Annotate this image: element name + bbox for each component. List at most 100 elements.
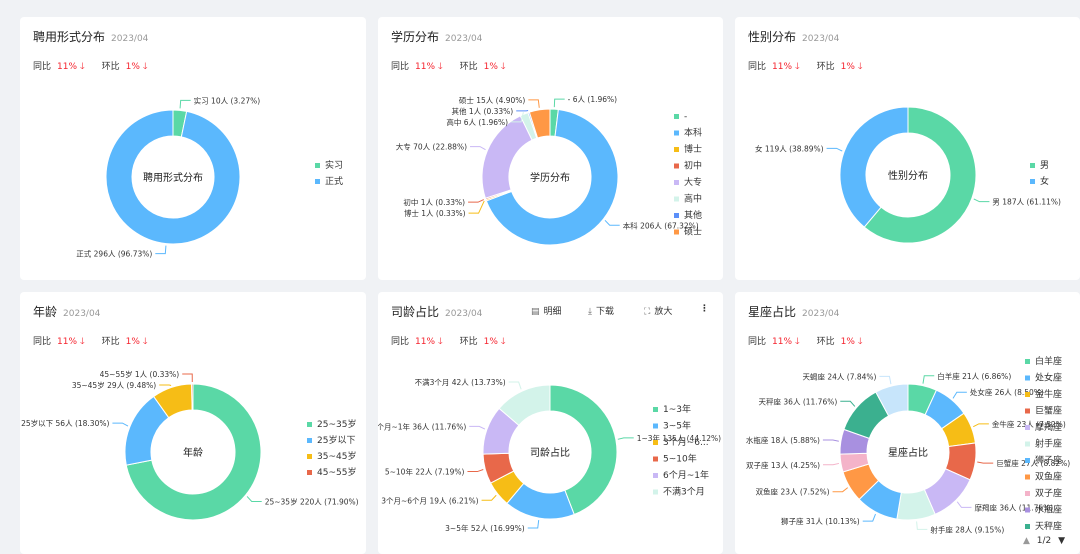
slice-label: 不满3个月 42人 (13.73%) [415,377,506,387]
legend-item[interactable]: 25岁以下 [317,434,355,446]
legend-item[interactable]: 摩羯座 [1035,421,1062,433]
label-leader-line [916,521,928,530]
donut-slice[interactable] [191,383,194,411]
legend-item[interactable]: 25~35岁 [317,418,356,430]
legend-item[interactable]: 1~3年 [663,403,691,415]
card-title: 学历分布 2023/04 [391,30,483,44]
slice-label: 3~5年 52人 (16.99%) [445,523,525,533]
legend-item[interactable]: 白羊座 [1035,355,1062,367]
legend-item[interactable]: 5~10年 [663,453,697,465]
label-leader-line [182,373,193,383]
legend-swatch [674,130,679,136]
legend-item[interactable]: 处女座 [1035,372,1062,384]
legend-item[interactable]: 初中 [684,160,702,172]
legend-item[interactable]: 狮子座 [1035,454,1062,466]
slice-label: 水瓶座 18人 (5.88%) [746,435,820,445]
label-leader-line [952,391,967,399]
donut-slice[interactable] [125,383,262,521]
slice-label: 天秤座 36人 (11.76%) [759,396,838,406]
donut-slice[interactable] [105,109,241,245]
donut-slice[interactable] [528,108,551,139]
legend-swatch [1030,163,1035,168]
legend-swatch [674,114,679,119]
legend-item[interactable]: 女 [1040,175,1049,187]
slice-label: 初中 1人 (0.33%) [403,197,465,207]
legend-item[interactable]: 大专 [684,176,702,188]
label-leader-line [155,245,167,255]
label-leader-line [469,425,486,430]
prev-page-icon[interactable]: ▲ [1023,536,1030,546]
down-arrow-icon: 🡓 [857,337,863,347]
legend-item[interactable]: 正式 [325,175,343,187]
donut-slice[interactable] [875,383,909,417]
legend-item[interactable]: 35~45岁 [317,450,356,462]
legend-item[interactable]: 水瓶座 [1035,504,1062,516]
label-leader-line [511,112,524,123]
card-title: 司龄占比 2023/04 [391,305,483,319]
legend-item[interactable]: 实习 [325,159,343,171]
legend-item[interactable]: 男 [1040,160,1049,171]
slice-label: 其他 1人 (0.33%) [451,106,513,116]
legend-swatch [1025,458,1030,463]
slice-label: 实习 10人 (3.27%) [194,95,261,105]
donut-slice[interactable] [498,384,551,427]
legend-item[interactable]: 6个月~1年 [663,469,709,481]
legend-swatch [315,163,320,168]
next-page-icon[interactable]: ▼ [1058,536,1066,546]
legend-swatch [653,473,658,478]
legend-item[interactable]: 博士 [684,143,702,155]
label-leader-line [468,200,485,214]
donut-slice[interactable] [549,384,618,516]
legend-item[interactable]: 不满3个月 [663,487,705,498]
label-leader-line [467,469,484,473]
legend-swatch [653,407,658,412]
slice-label: 45~55岁 1人 (0.33%) [100,369,180,379]
slice-label: 处女座 26人 (8.50%) [970,387,1044,397]
legend-swatch [1025,507,1030,513]
donut-center-label: 年龄 [183,446,203,459]
label-leader-line [973,423,989,428]
legend-item[interactable]: 硕士 [684,226,702,238]
zoom-button[interactable]: ⛶ 放大 [644,307,673,317]
donut-slice[interactable] [839,106,909,228]
slice-label: 25~35岁 220人 (71.90%) [265,497,359,507]
legend-item[interactable]: 双鱼座 [1035,471,1062,483]
donut-slice[interactable] [863,106,977,244]
download-button[interactable]: ⤓ 下载 [588,307,614,317]
legend-item[interactable]: 3个月~6... [663,437,709,448]
legend-swatch [653,456,658,462]
legend-item[interactable]: 金牛座 [1035,388,1062,400]
down-arrow-icon: 🡓 [80,62,85,72]
legend-item[interactable]: 天秤座 [1035,520,1062,532]
label-leader-line [973,198,990,203]
more-icon[interactable]: ⋮ [700,304,709,314]
down-arrow-icon: 🡓 [500,62,506,72]
legend-item[interactable]: 本科 [684,127,702,139]
legend-item[interactable]: 高中 [684,193,702,205]
label-leader-line [508,381,522,390]
legend-swatch [1025,474,1030,480]
donut-center-label: 司龄占比 [530,446,570,459]
donut-slice[interactable] [485,108,619,246]
legend-swatch [1030,179,1035,184]
legend-item[interactable]: 3~5年 [663,420,691,432]
down-arrow-icon: 🡓 [438,62,443,72]
legend-item[interactable]: 射手座 [1035,438,1062,450]
legend-swatch [653,489,658,495]
legend-pager[interactable]: ▲ 1/2 ▼ [1023,536,1065,546]
detail-button[interactable]: ▤ 明细 [531,307,562,317]
legend-item[interactable]: 双子座 [1035,487,1062,499]
legend-item[interactable]: - [684,112,687,122]
label-leader-line [481,494,497,501]
legend-item[interactable]: 巨蟹座 [1035,405,1062,417]
card-title: 聘用形式分布 2023/04 [33,30,149,44]
label-leader-line [922,375,935,384]
label-leader-line [956,501,972,508]
donut-slice[interactable] [481,115,533,199]
legend-item[interactable]: 其他 [684,209,702,221]
metrics-row: 同比 11% 🡓 环比 1% 🡓 [391,62,506,72]
slice-label: 摩羯座 36人 (11.76%) [974,502,1053,512]
page-indicator: 1/2 [1036,536,1052,546]
legend-item[interactable]: 45~55岁 [317,466,356,478]
